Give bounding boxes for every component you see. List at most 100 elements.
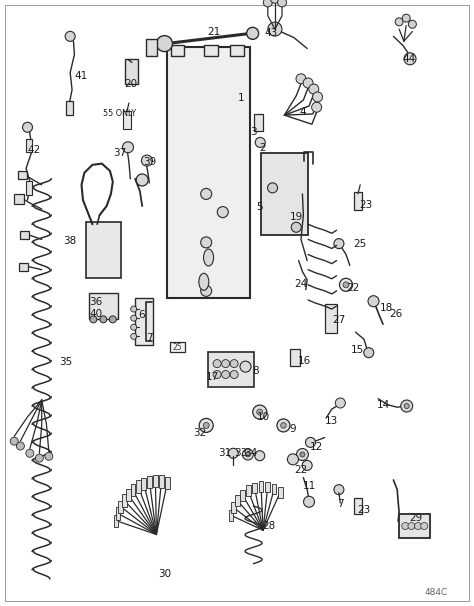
Circle shape: [131, 315, 137, 321]
Circle shape: [312, 92, 323, 102]
Circle shape: [141, 155, 153, 166]
Circle shape: [10, 437, 18, 445]
Bar: [236, 496, 240, 507]
Circle shape: [100, 316, 107, 323]
Bar: [27, 181, 32, 195]
Text: 17: 17: [206, 372, 219, 382]
Text: 4: 4: [299, 107, 306, 117]
Circle shape: [230, 359, 238, 368]
Circle shape: [122, 142, 134, 153]
Bar: [123, 111, 131, 129]
Bar: [146, 39, 157, 56]
Circle shape: [201, 237, 212, 248]
Bar: [246, 485, 251, 496]
Circle shape: [305, 438, 316, 447]
Bar: [89, 293, 118, 319]
Bar: [131, 484, 136, 496]
Text: 25: 25: [173, 343, 182, 351]
Text: 21: 21: [208, 27, 221, 36]
Circle shape: [404, 404, 409, 408]
Circle shape: [368, 296, 379, 307]
Circle shape: [246, 452, 250, 457]
Circle shape: [203, 422, 209, 428]
Circle shape: [242, 449, 254, 460]
Bar: [136, 481, 141, 493]
Text: 44: 44: [402, 55, 415, 64]
Bar: [325, 304, 337, 333]
Circle shape: [36, 454, 43, 462]
Text: 36: 36: [89, 297, 102, 307]
Circle shape: [395, 18, 403, 26]
Text: 55 ONLY: 55 ONLY: [103, 110, 136, 118]
Bar: [259, 481, 264, 492]
Circle shape: [213, 370, 221, 379]
Text: 8: 8: [253, 366, 259, 376]
Circle shape: [415, 522, 421, 530]
Text: 12: 12: [310, 442, 323, 452]
Circle shape: [222, 359, 229, 368]
Circle shape: [421, 522, 428, 530]
Bar: [66, 101, 73, 115]
Bar: [20, 231, 29, 239]
Bar: [159, 476, 164, 488]
Text: 31: 31: [219, 448, 232, 458]
Circle shape: [201, 285, 212, 296]
Circle shape: [409, 20, 416, 28]
Circle shape: [246, 27, 259, 39]
Circle shape: [45, 452, 53, 461]
Circle shape: [303, 78, 313, 88]
Ellipse shape: [199, 273, 209, 290]
Text: 40: 40: [89, 309, 102, 319]
Circle shape: [90, 316, 97, 323]
Text: 1: 1: [237, 93, 244, 103]
Bar: [126, 489, 131, 501]
Text: 29: 29: [410, 513, 423, 523]
Circle shape: [335, 398, 346, 408]
Circle shape: [303, 496, 315, 507]
Bar: [167, 47, 250, 299]
Circle shape: [267, 183, 278, 193]
Circle shape: [255, 138, 265, 147]
Circle shape: [201, 188, 212, 199]
Circle shape: [343, 282, 349, 288]
Circle shape: [334, 239, 344, 248]
Bar: [135, 298, 153, 345]
Circle shape: [230, 370, 238, 379]
Circle shape: [271, 0, 279, 3]
Bar: [114, 514, 118, 527]
Bar: [254, 114, 263, 131]
Text: 43: 43: [264, 28, 278, 38]
Circle shape: [253, 405, 267, 419]
Text: 7: 7: [337, 499, 344, 509]
Circle shape: [131, 306, 137, 312]
Circle shape: [311, 102, 322, 112]
Circle shape: [222, 370, 229, 379]
Text: 27: 27: [332, 315, 346, 325]
Ellipse shape: [203, 249, 214, 266]
Circle shape: [257, 409, 263, 415]
Circle shape: [339, 278, 353, 291]
Bar: [165, 477, 170, 489]
Circle shape: [17, 442, 24, 450]
Text: 30: 30: [158, 570, 172, 579]
Text: 39: 39: [143, 158, 156, 167]
Text: 32: 32: [193, 428, 207, 438]
Bar: [230, 45, 244, 56]
Circle shape: [291, 222, 301, 232]
Text: 24: 24: [294, 279, 308, 288]
Text: 41: 41: [75, 71, 88, 81]
Bar: [354, 192, 362, 210]
Circle shape: [277, 419, 290, 432]
Circle shape: [296, 74, 306, 84]
Text: 42: 42: [27, 145, 41, 155]
Bar: [141, 478, 146, 490]
Text: 6: 6: [138, 310, 145, 320]
Text: 5: 5: [256, 202, 263, 212]
Bar: [118, 501, 123, 513]
Circle shape: [264, 0, 272, 7]
Circle shape: [408, 522, 415, 530]
Text: 22: 22: [346, 283, 360, 293]
Text: 38: 38: [64, 236, 77, 246]
Text: 14: 14: [376, 400, 390, 410]
Circle shape: [255, 451, 265, 461]
